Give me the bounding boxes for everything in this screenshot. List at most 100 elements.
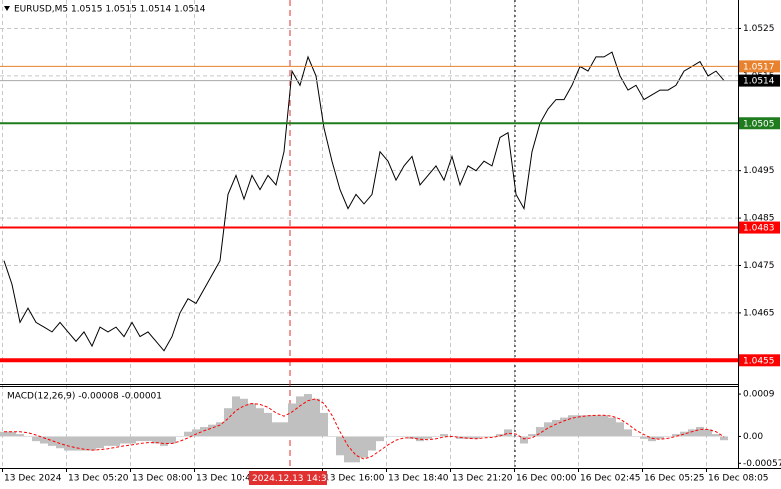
x-tick-label: 13 Dec 10:40 xyxy=(196,474,257,484)
level-label: 1.0505 xyxy=(743,119,775,129)
histogram-bar xyxy=(64,436,72,451)
x-tick-label: 16 Dec 05:25 xyxy=(644,474,705,484)
histogram-bar xyxy=(512,436,520,437)
cursor-label-box xyxy=(249,471,327,485)
histogram-bar xyxy=(248,403,256,437)
histogram-bar xyxy=(176,436,184,437)
histogram-bar xyxy=(424,436,432,439)
y-tick-label: 1.0495 xyxy=(743,166,775,176)
histogram-bar xyxy=(552,419,560,437)
x-tick-label: 13 Dec 05:20 xyxy=(68,474,129,484)
histogram-bar xyxy=(376,436,384,442)
histogram-bar xyxy=(352,436,360,463)
histogram-bar xyxy=(0,431,8,437)
histogram-bar xyxy=(24,436,32,437)
histogram-bar xyxy=(200,427,208,437)
y-tick-label: -0.00057 xyxy=(743,459,781,469)
histogram-bar xyxy=(88,436,96,451)
histogram-bar xyxy=(464,436,472,439)
level-label: 1.0514 xyxy=(743,77,775,87)
histogram-bar xyxy=(304,394,312,437)
histogram-bar xyxy=(288,403,296,437)
histogram-bar xyxy=(472,436,480,439)
x-tick-label: 13 Dec 08:00 xyxy=(132,474,193,484)
histogram-bar xyxy=(616,422,624,437)
histogram-bar xyxy=(624,429,632,437)
histogram-bar xyxy=(344,436,352,463)
level-label: 1.0483 xyxy=(743,224,775,234)
level-label-box xyxy=(739,221,780,234)
y-tick-label: 0.0009 xyxy=(743,390,775,400)
histogram-bar xyxy=(136,436,144,442)
histogram-bar xyxy=(688,429,696,437)
histogram-bar xyxy=(184,431,192,437)
x-tick-label: 16 Dec 08:05 xyxy=(708,474,769,484)
histogram-bar xyxy=(480,436,488,437)
histogram-bar xyxy=(280,422,288,437)
histogram-bar xyxy=(256,408,264,437)
histogram-bar xyxy=(96,436,104,449)
histogram-bar xyxy=(368,436,376,451)
histogram-bar xyxy=(584,415,592,437)
histogram-bar xyxy=(680,431,688,437)
level-label-box xyxy=(739,60,780,73)
histogram-bar xyxy=(672,434,680,437)
cursor-label: 2024.12.13 14:35 xyxy=(252,474,332,484)
histogram-bar xyxy=(608,417,616,437)
level-label: 1.0455 xyxy=(743,356,775,366)
histogram-bar xyxy=(320,412,328,437)
histogram-bar xyxy=(568,415,576,437)
price-line xyxy=(3,51,725,352)
x-tick-label: 16 Dec 00:00 xyxy=(516,474,577,484)
histogram-bar xyxy=(48,436,56,446)
histogram-bar xyxy=(336,436,344,456)
histogram-bar xyxy=(16,434,24,437)
histogram-bar xyxy=(32,436,40,442)
histogram-bar xyxy=(216,422,224,437)
histogram-bar xyxy=(600,415,608,437)
x-tick-label: 13 Dec 18:40 xyxy=(388,474,449,484)
histogram-bar xyxy=(104,436,112,446)
histogram-bar xyxy=(704,429,712,437)
histogram-bar xyxy=(360,436,368,458)
histogram-bar xyxy=(144,436,152,442)
histogram-bar xyxy=(296,396,304,437)
macd-title: MACD(12,26,9) -0.00008 -0.00001 xyxy=(7,392,162,402)
histogram-bar xyxy=(432,436,440,437)
histogram-bar xyxy=(400,436,408,437)
histogram-bar xyxy=(264,412,272,437)
histogram-bar xyxy=(496,434,504,437)
histogram-bar xyxy=(544,422,552,437)
histogram-bar xyxy=(632,436,640,437)
histogram-bar xyxy=(40,436,48,444)
histogram-bar xyxy=(232,396,240,437)
histogram-bar xyxy=(504,429,512,437)
level-label-box xyxy=(739,74,780,87)
histogram-bar xyxy=(80,436,88,451)
y-tick-label: 1.0525 xyxy=(743,24,775,34)
histogram-bar xyxy=(168,436,176,444)
histogram-bar xyxy=(112,436,120,446)
chart-title: EURUSD,M5 1.0515 1.0515 1.0514 1.0514 xyxy=(14,5,206,15)
histogram-bar xyxy=(384,436,392,437)
histogram-bar xyxy=(72,436,80,451)
y-tick-label: 1.0485 xyxy=(743,214,775,224)
histogram-bar xyxy=(576,415,584,437)
title-marker xyxy=(4,6,10,11)
histogram-bar xyxy=(272,422,280,437)
histogram-bar xyxy=(640,436,648,439)
histogram-bar xyxy=(536,427,544,437)
histogram-bar xyxy=(528,434,536,437)
histogram-bar xyxy=(152,436,160,444)
x-tick-label: 13 Dec 2024 xyxy=(4,474,62,484)
histogram-bar xyxy=(712,434,720,437)
histogram-bar xyxy=(56,436,64,449)
histogram-bar xyxy=(224,408,232,437)
histogram-bar xyxy=(128,436,136,444)
histogram-bar xyxy=(328,436,336,437)
histogram-bar xyxy=(440,434,448,437)
histogram-bar xyxy=(160,436,168,446)
y-tick-label: 0.00 xyxy=(743,432,763,442)
